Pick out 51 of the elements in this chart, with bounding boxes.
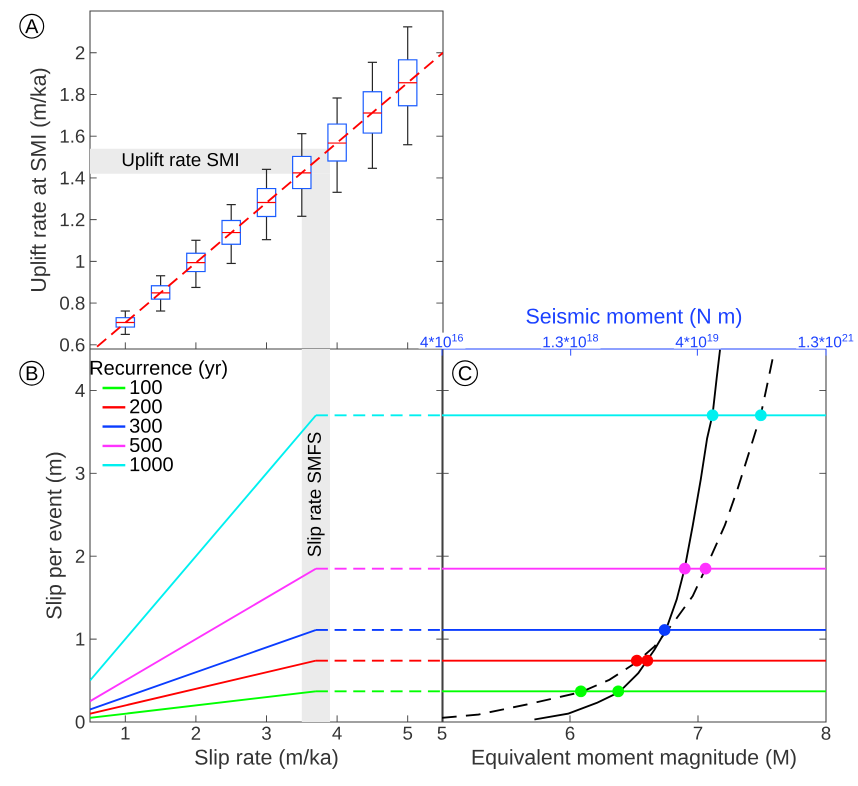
y-tick-label: 0.6 — [60, 338, 84, 352]
y-tick-label: 0.8 — [60, 296, 84, 310]
y-tick-label: 2 — [76, 550, 84, 563]
point — [658, 624, 670, 636]
y-axis-title: Uplift rate at SMI (m/ka) — [30, 68, 50, 291]
y-tick-label: 4 — [75, 384, 85, 397]
band-label: Uplift rate SMI — [122, 152, 238, 170]
x2-tick-label: 4*10$^{16}$ — [420, 334, 463, 348]
point — [575, 685, 587, 698]
point — [612, 685, 624, 698]
y-axis-title: Slip per event (m) — [46, 452, 66, 619]
y-tick-label: 1 — [76, 632, 84, 646]
x-tick-label: 5 — [403, 726, 412, 740]
point — [641, 654, 654, 667]
y-tick-label: 1.2 — [60, 213, 84, 226]
point — [706, 409, 718, 422]
x-tick-label: 8 — [822, 726, 830, 740]
legend-label: 100 — [130, 380, 162, 394]
y-tick-label: 1.6 — [60, 130, 84, 143]
y-tick-label: 1.4 — [60, 171, 85, 184]
x-tick-label: 6 — [566, 726, 574, 740]
point — [630, 654, 643, 667]
x2-tick-label: 1.3*10$^{21}$ — [798, 334, 854, 348]
y-tick-label: 0 — [76, 715, 85, 729]
y-tick-label: 3 — [76, 466, 84, 480]
y-tick-label: 1.8 — [60, 88, 84, 102]
point — [700, 562, 712, 575]
x2-tick-label: 4*10$^{19}$ — [676, 334, 718, 348]
legend-label: 1000 — [130, 457, 173, 472]
y-tick-label: 2 — [76, 46, 84, 60]
x-tick-label: 4 — [332, 726, 342, 740]
point — [678, 562, 691, 575]
y-tick-label: 1 — [76, 254, 84, 268]
text: B — [26, 366, 38, 380]
x-tick-label: 3 — [262, 726, 271, 740]
annotation: C — [458, 366, 472, 380]
x-tick-label: 5 — [438, 726, 446, 740]
x-axis-title: Slip rate (m/ka) — [195, 749, 338, 769]
x-tick-label: 2 — [192, 726, 200, 740]
x-axis-title: Equivalent moment magnitude (M) — [472, 749, 796, 769]
point — [754, 409, 767, 422]
x2-tick-label: 1.3*10$^{18}$ — [543, 334, 598, 348]
text: A — [25, 19, 38, 34]
legend-label: 300 — [130, 418, 162, 433]
x-tick-label: 7 — [694, 726, 702, 740]
legend-title: Recurrence (yr) — [90, 360, 227, 379]
band-label: Slip rate SMFS — [307, 432, 325, 556]
x-tick-label: 1 — [122, 726, 130, 740]
x2-axis-title: Seismic moment (N m) — [526, 308, 742, 328]
legend-label: 200 — [130, 399, 162, 414]
legend-label: 500 — [130, 438, 162, 452]
